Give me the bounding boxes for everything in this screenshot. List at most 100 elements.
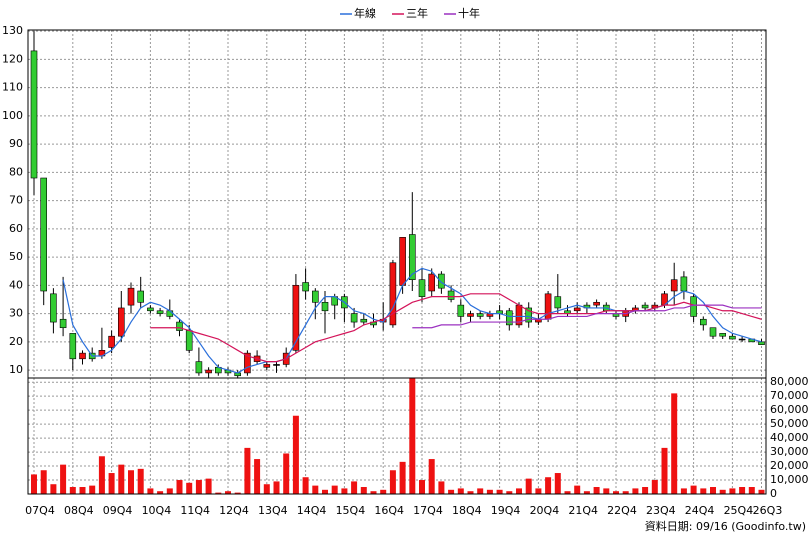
candle-body <box>292 285 300 351</box>
volume-bar <box>603 488 610 494</box>
volume-bar <box>516 488 522 494</box>
candle-body <box>350 313 358 323</box>
x-tick-label: 17Q4 <box>413 504 443 517</box>
candle-body <box>69 333 77 360</box>
x-tick-label: 14Q4 <box>297 504 327 517</box>
y2-tick-label: 20,000 <box>770 459 808 472</box>
volume-bar <box>467 491 474 494</box>
x-tick-label: 10Q4 <box>142 504 172 517</box>
candle-body <box>428 273 436 292</box>
y2-tick-label: 80,000 <box>770 375 808 388</box>
x-tick-label: 13Q4 <box>258 504 288 517</box>
volume-bar <box>176 480 183 494</box>
candle-body <box>118 307 125 337</box>
volume-bar <box>341 488 348 494</box>
x-tick-label: 08Q4 <box>64 504 94 517</box>
candle-body <box>554 296 562 309</box>
volume-bar <box>40 470 47 494</box>
candle-body <box>467 313 474 317</box>
volume-bar <box>642 487 649 494</box>
candle-body <box>59 318 67 329</box>
candle-body <box>699 318 707 326</box>
y2-tick-label: 70,000 <box>770 389 808 402</box>
volume-bar <box>535 488 542 494</box>
candle-body <box>729 335 736 340</box>
volume-bar <box>389 470 396 494</box>
candle-body <box>680 276 688 292</box>
y-tick-label: 70 <box>9 194 23 207</box>
y2-tick-label: 0 <box>770 487 777 500</box>
candle-body <box>40 177 48 292</box>
y-tick-label: 130 <box>2 24 23 37</box>
x-tick-label: 22Q4 <box>607 504 637 517</box>
volume-bar <box>574 485 581 494</box>
x-tick-label: 07Q4 <box>25 504 55 517</box>
volume-bar <box>331 485 338 494</box>
volume-bar <box>79 487 86 494</box>
candle-body <box>389 262 397 326</box>
volume-bar <box>593 487 600 494</box>
candle-body <box>321 301 329 312</box>
volume-bar <box>613 491 619 494</box>
volume-bar <box>554 473 561 494</box>
x-tick-label: 16Q4 <box>374 504 404 517</box>
y-tick-label: 90 <box>9 137 23 150</box>
candle-body <box>360 318 368 323</box>
candle-body <box>50 293 57 323</box>
volume-bar <box>748 487 755 494</box>
candle-body <box>156 310 164 314</box>
candle-body <box>690 296 697 317</box>
volume-bar <box>360 487 367 494</box>
legend-label: 年線 <box>354 6 376 20</box>
legend-label: 三年 <box>406 6 428 20</box>
volume-bar <box>351 481 358 494</box>
volume-bar <box>234 492 241 494</box>
candle-body <box>719 333 727 337</box>
candle-body <box>166 310 174 317</box>
legend-label: 十年 <box>458 6 480 20</box>
candle-body <box>438 273 445 289</box>
volume-bar <box>292 415 299 494</box>
volume-bar <box>98 456 105 494</box>
volume-bar <box>583 491 590 494</box>
volume-bar <box>128 470 134 494</box>
volume-bar <box>739 487 746 494</box>
volume-bar <box>564 491 571 494</box>
y-tick-label: 50 <box>9 250 23 263</box>
y2-tick-label: 60,000 <box>770 403 808 416</box>
x-tick-label: 23Q4 <box>646 504 676 517</box>
candle-body <box>195 361 203 374</box>
volume-bar <box>690 485 697 494</box>
y-tick-label: 40 <box>9 278 23 291</box>
volume-bar <box>428 459 435 494</box>
candle-body <box>302 282 309 292</box>
volume-bar <box>147 488 154 494</box>
volume-bar <box>108 473 115 494</box>
volume-bar <box>302 477 309 494</box>
volume-bar <box>661 447 668 494</box>
y-tick-label: 10 <box>9 363 23 376</box>
volume-bar <box>225 491 231 494</box>
volume-bar <box>157 491 164 494</box>
volume-bar <box>205 478 212 494</box>
candle-body <box>311 290 319 303</box>
y-tick-label: 80 <box>9 165 23 178</box>
x-tick-label: 11Q4 <box>180 504 210 517</box>
volume-bar <box>651 480 658 494</box>
y-tick-label: 20 <box>9 335 23 348</box>
candle-body <box>185 330 193 351</box>
volume-bar <box>31 474 37 494</box>
x-tick-label: 15Q4 <box>336 504 366 517</box>
y-tick-label: 100 <box>2 109 23 122</box>
volume-bar <box>215 492 222 494</box>
volume-bar <box>700 488 707 494</box>
volume-bar <box>195 480 202 494</box>
candle-body <box>573 307 581 312</box>
volume-bar <box>496 489 503 494</box>
candle-body <box>79 352 86 360</box>
volume-bar <box>283 453 290 494</box>
volume-bar <box>438 481 445 494</box>
x-tick-label: 26Q3 <box>753 504 783 517</box>
candle-body <box>137 290 144 303</box>
